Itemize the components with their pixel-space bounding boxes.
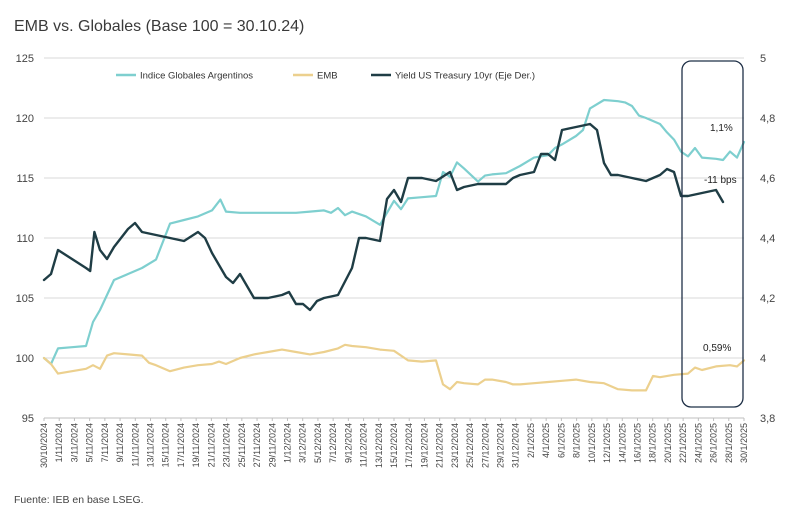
annotation-globales-change: 1,1% [710,123,733,134]
x-tick-label: 30/1/2025 [739,423,749,463]
y-right-tick-label: 4,8 [760,113,775,125]
x-tick-label: 26/1/2025 [709,423,719,463]
y-left-tick-label: 110 [16,233,34,245]
annotation-emb-change: 0,59% [703,343,731,354]
x-tick-label: 6/1/2025 [556,423,566,458]
x-tick-label: 12/1/2025 [602,423,612,463]
x-tick-label: 7/11/2024 [100,423,110,462]
x-tick-label: 13/11/2024 [146,423,156,467]
x-tick-label: 2/1/2025 [526,423,536,458]
globales-line [42,98,746,366]
x-tick-label: 15/11/2024 [161,423,171,467]
highlight-overlay: 1,1% -11 bps 0,59% [681,60,744,408]
emb-line [42,343,746,392]
x-tick-label: 5/11/2024 [85,423,95,462]
x-tick-label: 7/12/2024 [328,423,338,463]
x-tick-label: 15/12/2024 [389,423,399,468]
x-tick-label: 25/11/2024 [237,423,247,467]
x-tick-label: 1/12/2024 [282,423,292,463]
x-tick-label: 14/1/2025 [617,423,627,463]
x-tick-label: 9/12/2024 [343,423,353,463]
x-tick-label: 20/1/2025 [663,423,673,463]
y-left-tick-label: 120 [16,113,34,125]
legend-label-globales: Indice Globales Argentinos [140,71,253,82]
y-left-tick-label: 105 [16,293,34,305]
x-tick-label: 1/11/2024 [54,423,64,462]
y-right-tick-label: 4,6 [760,173,775,185]
y-right-tick-label: 4,2 [760,293,775,305]
y-left-tick-label: 115 [16,173,34,185]
x-tick-label: 23/11/2024 [222,423,232,467]
x-tick-label: 13/12/2024 [374,423,384,468]
x-tick-label: 30/10/2024 [39,423,49,468]
x-tick-label: 19/12/2024 [419,423,429,468]
x-tick-label: 18/1/2025 [648,423,658,463]
x-tick-label: 11/12/2024 [359,423,369,467]
x-tick-label: 3/11/2024 [69,423,79,462]
y-left-tick-label: 95 [22,413,34,425]
x-tick-label: 27/12/2024 [480,423,490,468]
x-tick-label: 9/11/2024 [115,423,125,462]
highlight-box [681,60,744,408]
y-right-tick-label: 4,4 [760,233,775,245]
x-tick-label: 5/12/2024 [313,423,323,463]
series-lines [42,98,746,392]
annotation-yield-change: -11 bps [704,175,737,186]
source-note: Fuente: IEB en base LSEG. [14,494,144,506]
y-right-tick-label: 4 [760,353,766,365]
y-left-tick-label: 100 [16,353,34,365]
x-tick-label: 19/11/2024 [191,423,201,467]
x-tick-label: 28/1/2025 [724,423,734,463]
legend: Indice Globales Argentinos EMB Yield US Tr… [116,71,535,82]
x-tick-label: 27/11/2024 [252,423,262,467]
x-tick-label: 29/11/2024 [267,423,277,467]
y-right-tick-label: 3,8 [760,413,775,425]
x-tick-label: 21/11/2024 [206,423,216,467]
legend-label-emb: EMB [317,71,338,82]
legend-label-yield: Yield US Treasury 10yr (Eje Der.) [395,71,535,82]
x-tick-label: 4/1/2025 [541,423,551,458]
grid-lines [44,57,744,419]
x-tick-label: 21/12/2024 [435,423,445,468]
x-tick-label: 8/1/2025 [572,423,582,458]
x-tick-label: 3/12/2024 [298,423,308,463]
axes: 95 100 105 110 115 120 125 3,8 4 4,2 4,4 4,6 4,8 5 30/… [16,53,776,468]
x-tick-label: 17/11/2024 [176,423,186,467]
x-tick-label: 29/12/2024 [496,423,506,468]
x-tick-label: 22/1/2025 [678,423,688,463]
yield-line [42,122,725,312]
x-tick-label: 17/12/2024 [404,423,414,468]
y-right-tick-label: 5 [760,53,766,65]
y-left-tick-label: 125 [16,53,34,65]
chart-title: EMB vs. Globales (Base 100 = 30.10.24) [14,18,305,35]
x-tick-label: 10/1/2025 [587,423,597,463]
x-tick-label: 11/11/2024 [130,423,140,467]
x-tick-label: 25/12/2024 [465,423,475,468]
x-tick-label: 16/1/2025 [632,423,642,463]
x-tick-label: 23/12/2024 [450,423,460,468]
x-tick-label: 31/12/2024 [511,423,521,468]
x-tick-label: 24/1/2025 [693,423,703,463]
